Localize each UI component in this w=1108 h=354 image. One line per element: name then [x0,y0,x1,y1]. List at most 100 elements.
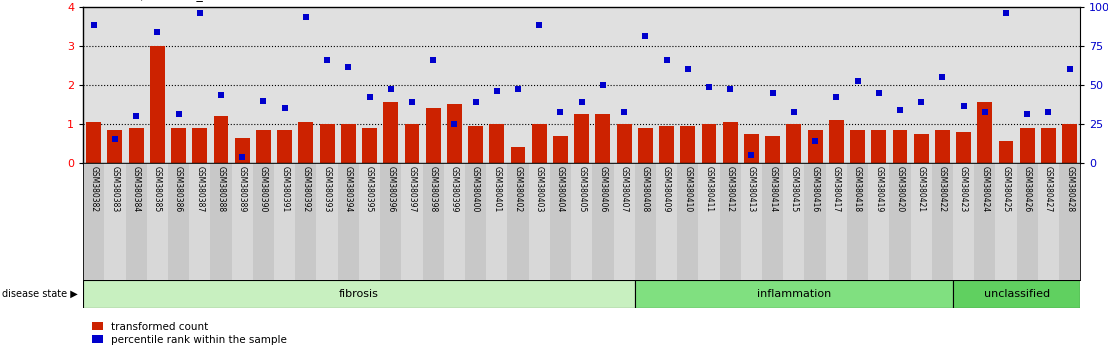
Bar [1063,124,1077,163]
Bar [722,122,738,163]
Bar [593,163,614,280]
Bar [998,141,1014,163]
Bar [295,163,317,280]
Text: GSM380387: GSM380387 [195,166,204,213]
Point [1039,109,1057,115]
Point [466,100,484,105]
Bar [211,163,232,280]
Bar [787,124,801,163]
Bar [447,104,462,163]
Bar [869,163,890,280]
Text: unclassified: unclassified [984,289,1049,299]
Bar [804,163,825,280]
Point [1060,67,1078,72]
Text: GSM380401: GSM380401 [492,166,501,213]
Bar [698,163,719,280]
Text: GSM380388: GSM380388 [216,166,226,212]
Point [615,109,633,115]
Bar [298,122,314,163]
Bar [341,124,356,163]
Point [488,88,505,93]
Text: GSM380414: GSM380414 [768,166,777,213]
Bar [317,163,338,280]
Text: GSM380402: GSM380402 [513,166,523,213]
Bar [146,163,168,280]
Bar [635,163,656,280]
Bar [783,163,804,280]
Text: GSM380399: GSM380399 [450,166,459,213]
Point [721,86,739,92]
Bar [741,163,762,280]
Text: GSM380397: GSM380397 [408,166,417,213]
Point [424,57,442,62]
Bar [1038,163,1059,280]
Text: GSM380385: GSM380385 [153,166,162,213]
Bar [825,163,847,280]
Point [934,74,952,80]
Bar [762,163,783,280]
Text: GSM380404: GSM380404 [556,166,565,213]
Text: GSM380407: GSM380407 [619,166,628,213]
Bar [401,163,422,280]
Text: GSM380405: GSM380405 [577,166,586,213]
Bar [1017,163,1038,280]
Text: GSM380406: GSM380406 [598,166,607,213]
Bar [701,124,717,163]
Text: GSM380418: GSM380418 [853,166,862,212]
Point [297,14,315,19]
Bar [677,163,698,280]
Bar [171,128,186,163]
Bar [914,133,929,163]
Text: GSM380423: GSM380423 [960,166,968,213]
Text: GSM380413: GSM380413 [747,166,756,213]
Text: GSM380420: GSM380420 [895,166,904,213]
Point [658,57,676,62]
Point [976,109,994,115]
Text: GSM380421: GSM380421 [916,166,925,212]
Point [552,109,570,115]
Bar [189,163,211,280]
Bar [829,120,843,163]
Bar [529,163,550,280]
Text: GSM380384: GSM380384 [132,166,141,213]
Point [276,105,294,111]
Point [700,84,718,90]
Point [997,10,1015,16]
Bar [253,163,274,280]
Point [510,86,527,92]
Bar [550,163,571,280]
Bar [890,163,911,280]
Bar [404,124,420,163]
Bar [656,163,677,280]
Bar [977,103,993,163]
Point [212,92,229,97]
Bar [383,103,398,163]
Bar [614,163,635,280]
Bar [1019,128,1035,163]
Text: GSM380415: GSM380415 [789,166,799,213]
Bar [638,128,653,163]
Point [403,100,421,105]
Text: GSM380417: GSM380417 [832,166,841,213]
Bar [1042,128,1056,163]
Point [573,100,591,105]
Point [85,22,103,27]
Point [318,57,336,62]
Text: GSM380389: GSM380389 [238,166,247,213]
Bar [129,128,144,163]
Point [1018,111,1036,117]
Text: GSM380428: GSM380428 [1065,166,1074,212]
Bar [680,126,695,163]
Text: GSM380416: GSM380416 [811,166,820,213]
Bar [595,114,611,163]
Bar [995,163,1017,280]
Point [849,78,866,84]
Bar [486,163,507,280]
Point [445,121,463,127]
Text: disease state ▶: disease state ▶ [2,289,78,299]
Text: GSM380392: GSM380392 [301,166,310,213]
Point [170,111,187,117]
Point [148,29,166,35]
Bar [490,124,504,163]
Bar [362,128,377,163]
